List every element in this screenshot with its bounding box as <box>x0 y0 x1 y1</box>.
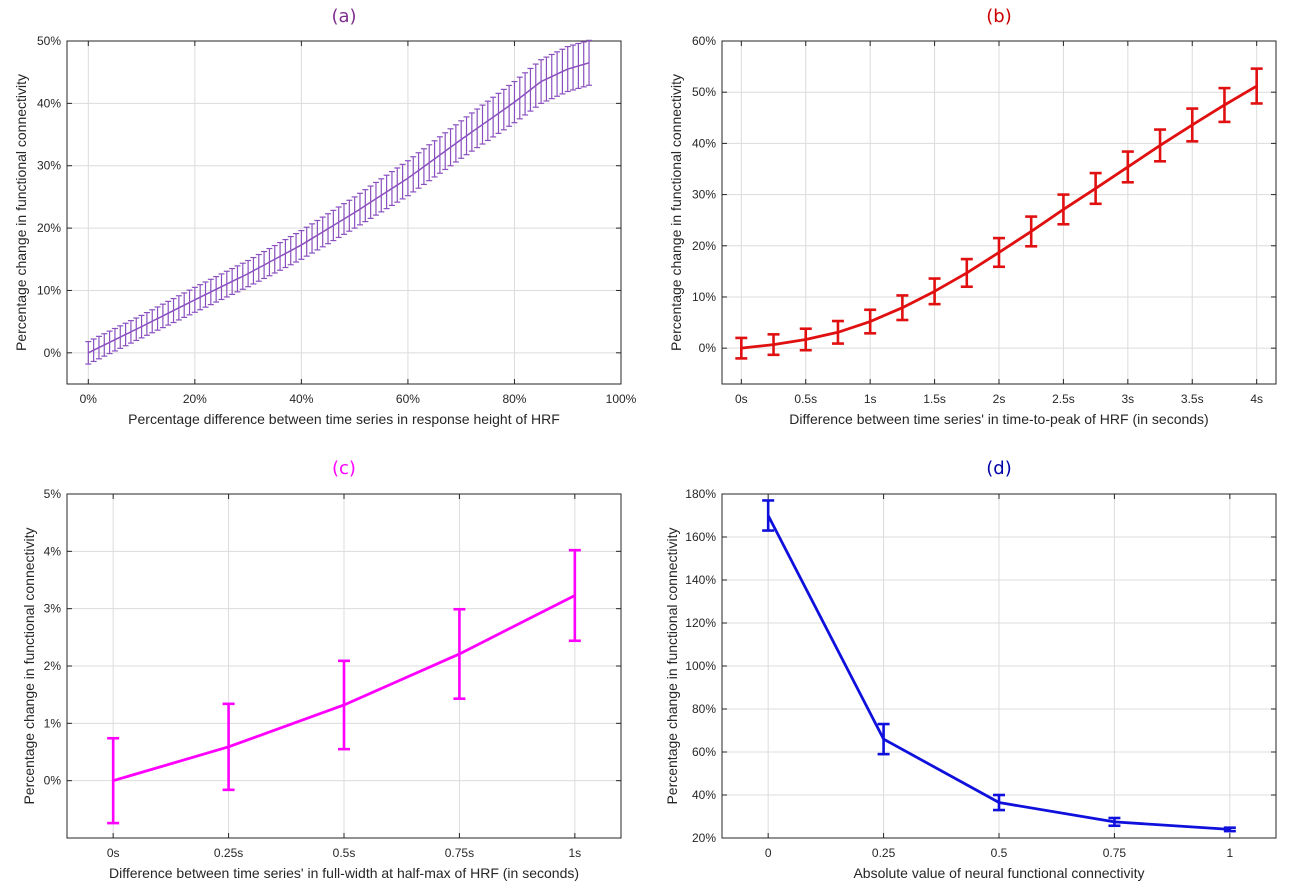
y-tick-label: 10% <box>692 290 716 304</box>
y-tick-label: 1% <box>44 716 62 730</box>
chart-panel-b: 0s 0.5s 1s 1.5s 2s 2.5s 3s 3.5s 4s 0% 10% 20% 30% 40%… <box>668 6 1277 427</box>
x-tick-label: 1s <box>864 392 877 406</box>
chart-title: (b) <box>986 6 1011 27</box>
x-tick-label: 0.5s <box>333 846 356 860</box>
y-axis-label: Percentage change in functional connecti… <box>21 527 37 804</box>
x-tick-label: 0 <box>765 846 772 860</box>
chart-panel-a: 0% 20% 40% 60% 80% 100% 0% 10% 20% 30% 40% 50% (a) Pe… <box>13 6 637 427</box>
x-axis-label: Difference between time series' in full-… <box>109 865 579 881</box>
x-tick-label: 0.75 <box>1103 846 1127 860</box>
y-axis-label: Percentage change in functional connecti… <box>668 74 684 351</box>
y-tick-label: 60% <box>692 745 716 759</box>
x-tick-label: 0.25 <box>872 846 896 860</box>
chart-panel-d: 0 0.25 0.5 0.75 120%40%60%80%100%120%140%160… <box>664 458 1277 881</box>
y-axis-label: Percentage change in functional connecti… <box>13 74 29 351</box>
y-tick-label: 3% <box>44 602 62 616</box>
y-tick-label: 80% <box>692 702 716 716</box>
x-tick-label: 3.5s <box>1181 392 1204 406</box>
y-tick-label: 50% <box>692 85 716 99</box>
y-tick-label: 160% <box>685 530 716 544</box>
y-tick-label: 30% <box>692 188 716 202</box>
series-line <box>766 514 1230 831</box>
y-tick-label: 30% <box>37 159 61 173</box>
y-tick-label: 20% <box>692 239 716 253</box>
x-tick-label: 1s <box>568 846 581 860</box>
x-tick-label: 1.5s <box>923 392 946 406</box>
x-tick-label: 0.25s <box>214 846 243 860</box>
y-tick-label: 4% <box>44 544 62 558</box>
x-tick-label: 1 <box>1226 846 1233 860</box>
x-axis-label: Percentage difference between time serie… <box>128 411 560 427</box>
x-tick-label: 0.75s <box>445 846 474 860</box>
x-tick-label: 2s <box>993 392 1006 406</box>
y-axis-label: Percentage change in functional connecti… <box>664 527 680 804</box>
x-tick-label: 80% <box>502 392 526 406</box>
chart-panel-c: 0s 0.25s 0.5s 0.75s 1s 0% 1% 2% 3% 4% 5% (c) Differe… <box>21 458 622 881</box>
x-tick-label: 3s <box>1121 392 1134 406</box>
plot-frame <box>66 40 622 385</box>
y-tick-label: 180% <box>685 487 716 501</box>
y-tick-label: 60% <box>692 34 716 48</box>
x-tick-label: 0.5 <box>991 846 1008 860</box>
y-tick-label: 10% <box>37 283 61 297</box>
y-tick-label: 20% <box>37 221 61 235</box>
x-tick-label: 100% <box>606 392 637 406</box>
x-tick-label: 0s <box>735 392 748 406</box>
x-tick-label: 0.5s <box>794 392 817 406</box>
y-tick-label: 2% <box>44 659 62 673</box>
series-line <box>741 84 1258 350</box>
y-tick-label: 0% <box>44 346 62 360</box>
x-tick-label: 0s <box>107 846 120 860</box>
chart-title: (a) <box>331 6 356 27</box>
y-tick-label: 100% <box>685 659 716 673</box>
y-tick-label: 5% <box>44 487 62 501</box>
x-tick-label: 60% <box>396 392 420 406</box>
x-axis-label: Absolute value of neural functional conn… <box>853 865 1144 881</box>
y-tick-label: 20% <box>692 831 716 845</box>
series-line <box>87 62 590 354</box>
chart-title: (d) <box>986 458 1011 479</box>
y-tick-label: 40% <box>692 136 716 150</box>
series-line <box>112 594 576 783</box>
x-tick-label: 2.5s <box>1052 392 1075 406</box>
x-axis-label: Difference between time series' in time-… <box>789 411 1208 427</box>
y-tick-label: 140% <box>685 573 716 587</box>
y-tick-label: 0% <box>699 341 717 355</box>
y-tick-label: 0% <box>44 774 62 788</box>
chart-title: (c) <box>332 458 356 479</box>
y-tick-label: 40% <box>37 96 61 110</box>
y-tick-label: 40% <box>692 788 716 802</box>
x-tick-label: 40% <box>289 392 313 406</box>
y-tick-label: 50% <box>37 34 61 48</box>
x-tick-label: 0% <box>80 392 98 406</box>
y-tick-label: 120% <box>685 616 716 630</box>
x-tick-label: 4s <box>1250 392 1263 406</box>
x-tick-label: 20% <box>183 392 207 406</box>
